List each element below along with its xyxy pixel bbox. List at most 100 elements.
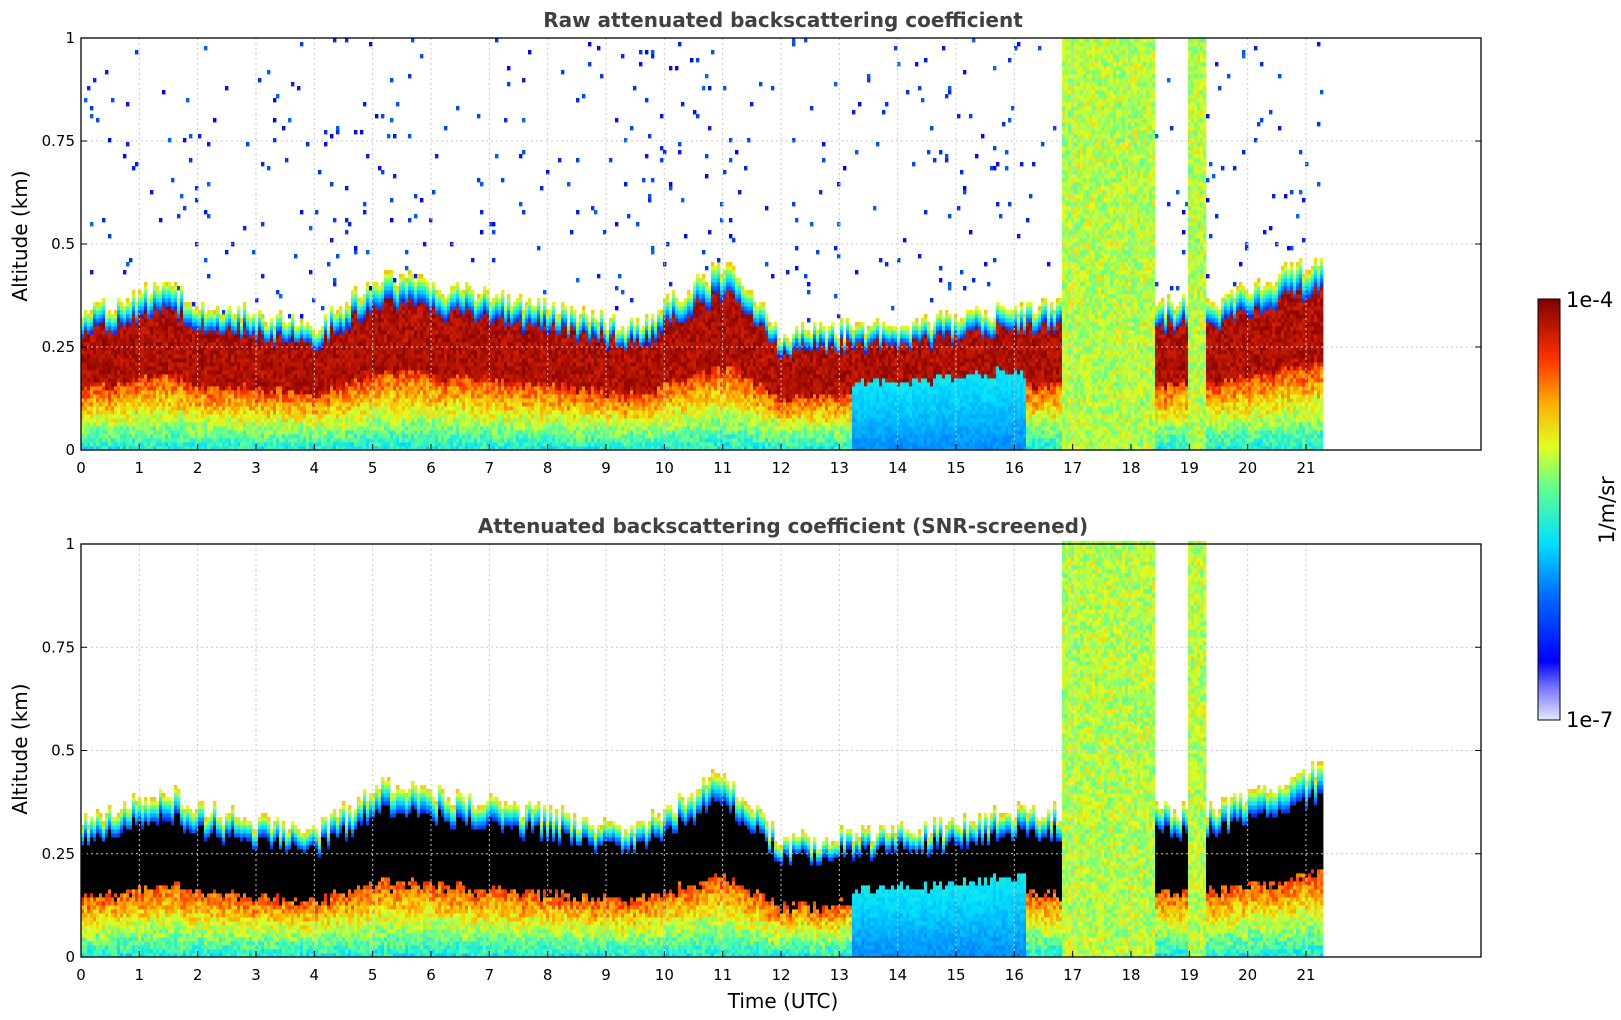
heatmap-cell bbox=[348, 442, 351, 446]
heatmap-cell bbox=[462, 330, 465, 334]
heatmap-cell bbox=[261, 434, 264, 438]
heatmap-cell bbox=[468, 326, 471, 330]
heatmap-cell bbox=[336, 362, 339, 366]
heatmap-cell bbox=[279, 330, 282, 334]
heatmap-cell bbox=[210, 330, 213, 334]
heatmap-cell bbox=[306, 418, 309, 422]
heatmap-cell bbox=[183, 362, 186, 366]
heatmap-cell bbox=[435, 430, 438, 434]
heatmap-cell bbox=[213, 342, 216, 346]
heatmap-cell bbox=[210, 366, 213, 370]
heatmap-cell bbox=[300, 318, 303, 322]
heatmap-cell bbox=[198, 310, 201, 314]
heatmap-cell bbox=[177, 442, 180, 446]
heatmap-cell bbox=[267, 418, 270, 422]
heatmap-cell bbox=[207, 438, 210, 442]
heatmap-cell bbox=[222, 406, 225, 410]
heatmap-cell bbox=[174, 370, 177, 374]
heatmap-cell bbox=[231, 342, 234, 346]
heatmap-cell bbox=[450, 402, 453, 406]
heatmap-cell bbox=[354, 294, 357, 298]
heatmap-cell bbox=[102, 350, 105, 354]
heatmap-cell bbox=[339, 310, 342, 314]
heatmap-cell bbox=[321, 386, 324, 390]
heatmap-cell bbox=[363, 306, 366, 310]
heatmap-cell bbox=[249, 426, 252, 430]
heatmap-cell bbox=[177, 310, 180, 314]
heatmap-cell bbox=[177, 342, 180, 346]
heatmap-cell bbox=[294, 402, 297, 406]
heatmap-cell bbox=[459, 378, 462, 382]
heatmap-cell bbox=[393, 346, 396, 350]
heatmap-cell bbox=[252, 334, 255, 338]
heatmap-cell bbox=[450, 426, 453, 430]
heatmap-cell bbox=[249, 378, 252, 382]
heatmap-cell bbox=[276, 318, 279, 322]
heatmap-cell bbox=[204, 438, 207, 442]
heatmap-cell bbox=[309, 366, 312, 370]
heatmap-cell bbox=[387, 430, 390, 434]
heatmap-cell bbox=[420, 302, 423, 306]
heatmap-cell bbox=[396, 102, 399, 106]
heatmap-cell bbox=[261, 398, 264, 402]
heatmap-cell bbox=[207, 366, 210, 370]
heatmap-cell bbox=[168, 362, 171, 366]
heatmap-cell bbox=[207, 362, 210, 366]
heatmap-cell bbox=[294, 406, 297, 410]
heatmap-cell bbox=[120, 314, 123, 318]
heatmap-cell bbox=[345, 186, 348, 190]
heatmap-cell bbox=[108, 358, 111, 362]
heatmap-cell bbox=[300, 362, 303, 366]
heatmap-cell bbox=[153, 330, 156, 334]
heatmap-cell bbox=[267, 422, 270, 426]
heatmap-cell bbox=[117, 410, 120, 414]
heatmap-cell bbox=[375, 326, 378, 330]
heatmap-cell bbox=[420, 438, 423, 442]
heatmap-cell bbox=[414, 342, 417, 346]
heatmap-cell bbox=[84, 430, 87, 434]
heatmap-cell bbox=[396, 306, 399, 310]
heatmap-cell bbox=[405, 442, 408, 446]
heatmap-cell bbox=[228, 370, 231, 374]
heatmap-cell bbox=[423, 350, 426, 354]
heatmap-cell bbox=[102, 326, 105, 330]
heatmap-cell bbox=[276, 418, 279, 422]
heatmap-cell bbox=[441, 410, 444, 414]
heatmap-cell bbox=[432, 326, 435, 330]
heatmap-cell bbox=[375, 286, 378, 290]
heatmap-cell bbox=[462, 378, 465, 382]
heatmap-cell bbox=[459, 338, 462, 342]
heatmap-cell bbox=[156, 334, 159, 338]
heatmap-cell bbox=[252, 382, 255, 386]
heatmap-cell bbox=[300, 334, 303, 338]
heatmap-cell bbox=[414, 310, 417, 314]
heatmap-cell bbox=[114, 438, 117, 442]
heatmap-cell bbox=[150, 398, 153, 402]
heatmap-cell bbox=[87, 398, 90, 402]
heatmap-cell bbox=[414, 374, 417, 378]
heatmap-cell bbox=[453, 330, 456, 334]
heatmap-cell bbox=[282, 438, 285, 442]
heatmap-cell bbox=[222, 414, 225, 418]
heatmap-cell bbox=[342, 414, 345, 418]
heatmap-cell bbox=[87, 334, 90, 338]
heatmap-cell bbox=[312, 422, 315, 426]
heatmap-cell bbox=[276, 366, 279, 370]
heatmap-cell bbox=[399, 434, 402, 438]
heatmap-cell bbox=[321, 338, 324, 342]
heatmap-cell bbox=[303, 414, 306, 418]
heatmap-cell bbox=[465, 378, 468, 382]
heatmap-cell bbox=[246, 378, 249, 382]
heatmap-cell bbox=[258, 78, 261, 82]
heatmap-cell bbox=[204, 390, 207, 394]
heatmap-cell bbox=[267, 402, 270, 406]
heatmap-cell bbox=[165, 342, 168, 346]
heatmap-cell bbox=[192, 314, 195, 318]
heatmap-cell bbox=[192, 338, 195, 342]
heatmap-cell bbox=[171, 358, 174, 362]
heatmap-cell bbox=[156, 326, 159, 330]
heatmap-cell bbox=[183, 386, 186, 390]
heatmap-cell bbox=[162, 298, 165, 302]
heatmap-cell bbox=[285, 394, 288, 398]
heatmap-cell bbox=[336, 430, 339, 434]
